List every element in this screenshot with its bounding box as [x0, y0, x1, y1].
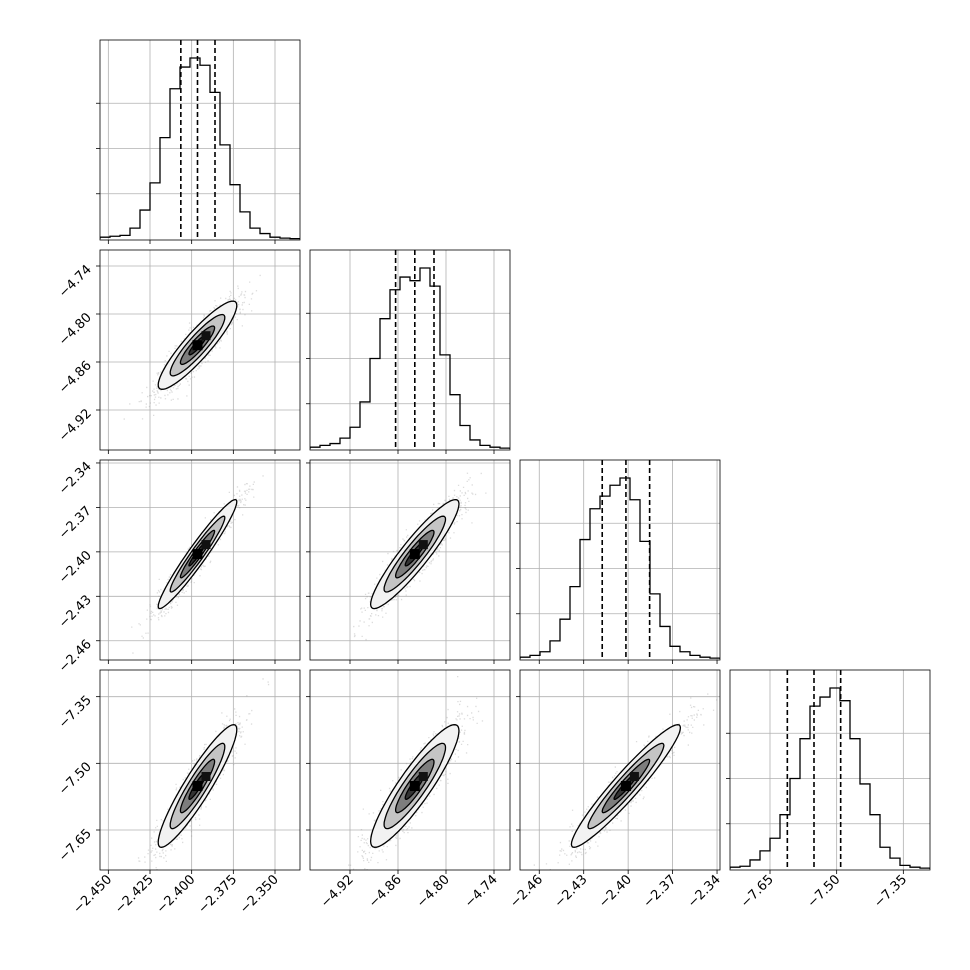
panel-frame: [99, 459, 301, 661]
panel-3-2: −2.46 −2.43 −2.40 −2.37 −2.34: [507, 669, 724, 911]
density-layer: [123, 274, 261, 420]
x-tick-label: −7.35: [871, 872, 910, 911]
density-peak-cell: [201, 331, 211, 341]
y-tick-label: −7.65: [56, 826, 95, 865]
density-peak-cell: [192, 340, 203, 351]
x-tick-label: −7.50: [805, 872, 844, 911]
histogram-bar-outline: [310, 267, 510, 449]
density-peak-cell: [620, 781, 631, 791]
x-tick-label: −7.65: [738, 872, 777, 911]
panel-frame: [99, 249, 301, 451]
density-peak-cell: [192, 781, 203, 791]
y-tick-label: −2.40: [56, 548, 95, 587]
y-tick-label: −4.86: [56, 358, 95, 397]
y-tick-label: −7.35: [56, 693, 95, 732]
panel-3-0: −2.450−2.425−2.400−2.375−2.350 −7.65 −7.50…: [56, 669, 301, 917]
density-peak-cell: [201, 772, 211, 781]
x-tick-label: −2.46: [507, 872, 546, 911]
density-peak-cell: [201, 540, 211, 550]
panel-2-2: [516, 459, 721, 664]
y-tick-label: −2.43: [56, 593, 95, 632]
panel-3-1: −4.92 −4.86 −4.80 −4.74: [306, 669, 511, 911]
x-tick-label: −4.86: [366, 872, 405, 911]
density-layer: [131, 475, 264, 654]
density-layer: [353, 472, 487, 641]
panel-frame: [729, 669, 931, 871]
y-tick-label: −2.34: [56, 459, 95, 498]
x-tick-label: −4.80: [414, 872, 453, 911]
histogram-bar-outline: [730, 687, 930, 869]
x-tick-label: −2.40: [596, 872, 635, 911]
x-tick-label: −4.74: [462, 872, 501, 911]
x-tick-label: −2.37: [641, 872, 680, 911]
density-layer: [137, 678, 270, 870]
x-tick-label: −2.425: [112, 872, 157, 917]
density-peak-cell: [629, 772, 639, 781]
density-peak-cell: [418, 540, 428, 550]
y-tick-label: −4.80: [56, 310, 95, 349]
x-tick-label: −2.34: [685, 872, 724, 911]
y-tick-label: −2.46: [56, 637, 95, 676]
panel-frame: [309, 669, 511, 871]
x-tick-label: −2.43: [552, 872, 591, 911]
histogram-bar-outline: [520, 477, 720, 659]
x-tick-label: −2.400: [154, 872, 199, 917]
x-tick-label: −2.350: [237, 872, 282, 917]
density-peak-cell: [409, 549, 420, 560]
density-peak-cell: [418, 772, 428, 781]
panel-1-0: −4.92 −4.86 −4.80 −4.74: [56, 249, 301, 454]
density-layer: [348, 676, 484, 870]
y-tick-label: −4.74: [56, 262, 95, 301]
panel-frame: [519, 459, 721, 661]
y-tick-label: −7.50: [56, 760, 95, 799]
x-tick-label: −2.375: [196, 872, 241, 917]
panel-frame: [99, 669, 301, 871]
panel-0-0: [96, 39, 301, 244]
panel-2-0: −2.46 −2.43 −2.40 −2.37 −2.34: [56, 459, 301, 676]
panel-frame: [309, 249, 511, 451]
x-tick-label: −2.450: [71, 872, 116, 917]
panel-3-3: −7.65 −7.50 −7.35: [726, 669, 931, 911]
panel-frame: [309, 459, 511, 661]
density-peak-cell: [409, 781, 420, 791]
panel-1-1: [306, 249, 511, 454]
y-tick-label: −2.37: [56, 504, 95, 543]
y-tick-label: −4.92: [56, 406, 95, 445]
density-layer: [533, 693, 718, 870]
panel-frame: [519, 669, 721, 871]
x-tick-label: −4.92: [318, 872, 357, 911]
density-peak-cell: [192, 549, 203, 560]
panel-2-1: [306, 459, 511, 664]
histogram-bar-outline: [100, 57, 300, 240]
panel-frame: [99, 39, 301, 241]
